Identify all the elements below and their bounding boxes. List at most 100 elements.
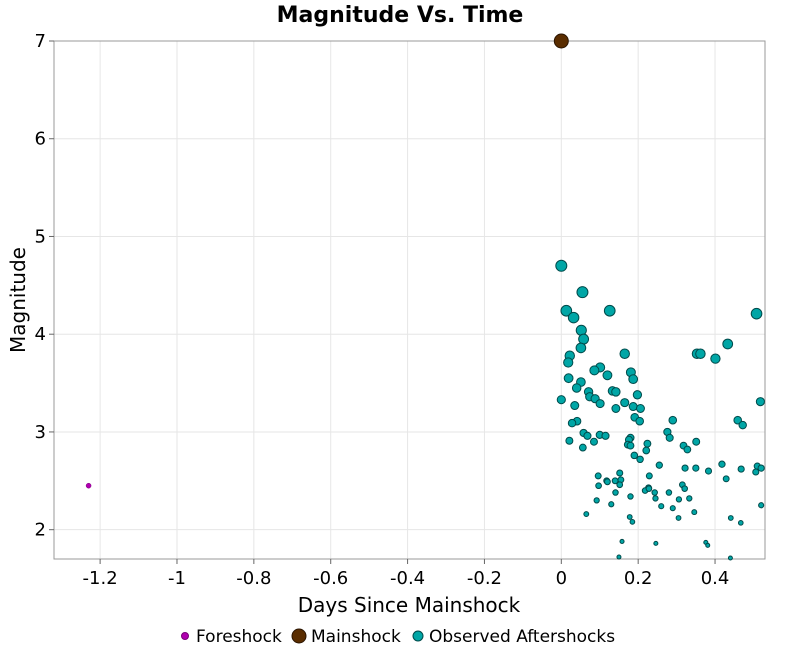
data-point <box>757 464 765 472</box>
chart-legend: Foreshock Mainshock Observed Aftershocks <box>181 627 615 647</box>
x-axis-ticks: -1.2 -1 -0.8 -0.6 -0.4 -0.2 0 0.2 0.4 <box>83 559 730 589</box>
data-point <box>565 436 574 445</box>
data-point <box>636 404 645 413</box>
data-point <box>651 489 658 496</box>
data-point <box>758 502 765 509</box>
x-tick-label: -1 <box>168 568 186 589</box>
data-point <box>675 496 683 503</box>
data-point <box>619 348 630 359</box>
data-point <box>718 460 726 468</box>
data-point <box>752 468 760 476</box>
data-point <box>710 353 721 364</box>
data-point <box>626 514 633 520</box>
data-point <box>85 482 92 489</box>
data-point <box>601 431 610 440</box>
data-point <box>632 390 643 400</box>
data-point <box>604 478 611 486</box>
legend-label: Foreshock <box>196 627 282 647</box>
y-tick-label: 5 <box>35 226 46 247</box>
data-point <box>681 485 688 492</box>
data-point <box>629 519 636 525</box>
data-point <box>593 497 600 504</box>
data-point <box>608 501 615 508</box>
data-point <box>704 467 713 475</box>
data-point <box>619 538 625 544</box>
data-point <box>668 415 678 425</box>
data-point <box>695 348 706 359</box>
x-tick-label: -0.6 <box>313 568 348 589</box>
data-point <box>665 489 673 496</box>
x-tick-label: 0.4 <box>701 568 730 589</box>
data-point <box>645 472 653 480</box>
data-point <box>692 437 701 446</box>
data-point <box>626 441 635 450</box>
chart-title: Magnitude Vs. Time <box>277 3 524 28</box>
legend-marker <box>412 630 424 642</box>
data-point <box>665 433 674 442</box>
legend-label: Observed Aftershocks <box>429 627 615 647</box>
data-point <box>594 472 602 480</box>
data-point <box>653 540 659 546</box>
data-points <box>85 33 765 561</box>
data-point <box>627 493 634 500</box>
data-point <box>683 445 692 454</box>
data-point <box>642 446 651 455</box>
data-point <box>733 415 743 425</box>
data-point <box>556 395 566 405</box>
data-point <box>727 515 734 521</box>
data-point <box>575 342 587 354</box>
data-point <box>738 420 747 430</box>
legend-marker <box>181 632 189 640</box>
data-point <box>563 373 574 384</box>
data-point <box>553 33 569 49</box>
data-point <box>560 304 573 317</box>
data-point <box>658 503 665 510</box>
data-point <box>645 485 653 492</box>
data-point <box>722 475 730 483</box>
data-point <box>589 437 598 446</box>
data-point <box>669 505 676 512</box>
y-tick-label: 3 <box>35 422 46 443</box>
data-point <box>755 397 765 407</box>
data-point <box>563 357 574 368</box>
data-point <box>570 401 580 411</box>
x-axis-label: Days Since Mainshock <box>298 593 521 617</box>
data-point <box>620 398 630 408</box>
data-point <box>727 555 733 561</box>
data-point <box>635 416 644 426</box>
x-tick-label: -0.2 <box>467 568 502 589</box>
data-point <box>750 307 763 320</box>
data-point <box>603 304 616 317</box>
data-point <box>567 418 577 428</box>
data-point <box>616 554 622 560</box>
data-point <box>589 365 600 376</box>
data-point <box>691 509 698 516</box>
data-point <box>655 461 663 469</box>
x-tick-label: 0 <box>556 568 567 589</box>
data-point <box>583 431 592 440</box>
y-tick-label: 6 <box>35 129 46 150</box>
data-point <box>567 311 580 324</box>
x-tick-label: -0.4 <box>390 568 425 589</box>
grid-lines <box>54 40 765 559</box>
data-point <box>555 259 568 272</box>
y-tick-label: 7 <box>35 31 46 52</box>
data-point <box>595 482 602 490</box>
legend-label: Mainshock <box>311 627 401 647</box>
data-point <box>602 370 613 381</box>
data-point <box>737 520 744 526</box>
y-axis-ticks: 2 3 4 5 6 7 <box>35 31 54 541</box>
data-point <box>692 464 700 472</box>
data-point <box>616 481 624 489</box>
y-tick-label: 4 <box>35 324 46 345</box>
x-tick-label: -0.8 <box>236 568 271 589</box>
data-point <box>686 495 693 502</box>
legend-marker <box>291 628 307 644</box>
data-point <box>630 451 639 460</box>
data-point <box>652 495 659 502</box>
data-point <box>578 333 590 345</box>
data-point <box>628 402 638 412</box>
data-point <box>578 443 587 452</box>
data-point <box>612 489 619 496</box>
